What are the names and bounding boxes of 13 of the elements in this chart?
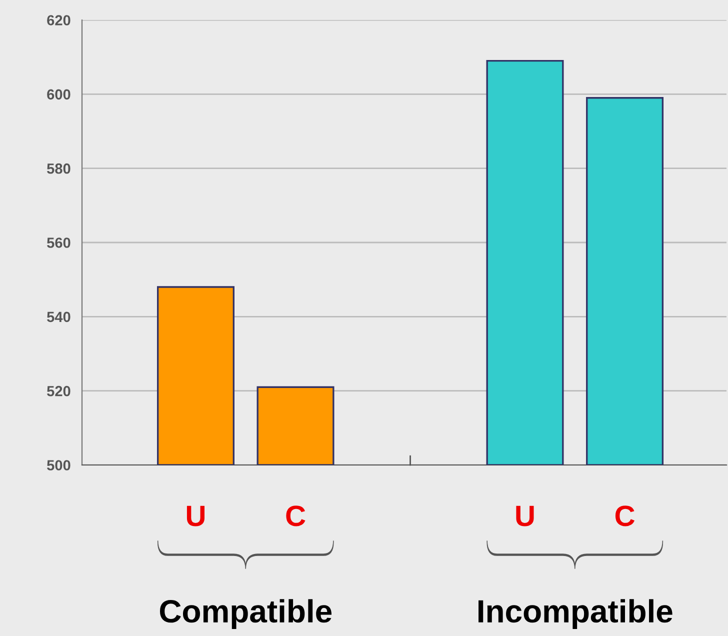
x-tick-label: U	[186, 506, 204, 526]
y-tick-label: 540	[47, 312, 70, 322]
y-tick-label: 560	[47, 238, 70, 248]
x-tick-label: U	[516, 506, 534, 526]
text: Compatible	[160, 599, 332, 629]
y-tick-label: 620	[47, 15, 70, 26]
y-tick-label: 500	[47, 460, 70, 470]
y-tick-label: 600	[47, 89, 70, 100]
y-tick-label: 580	[47, 163, 70, 174]
x-tick-label: C	[286, 506, 306, 526]
text: Incompatible	[478, 599, 672, 629]
x-tick-label: C	[615, 506, 635, 526]
y-tick-label: 520	[47, 386, 70, 396]
